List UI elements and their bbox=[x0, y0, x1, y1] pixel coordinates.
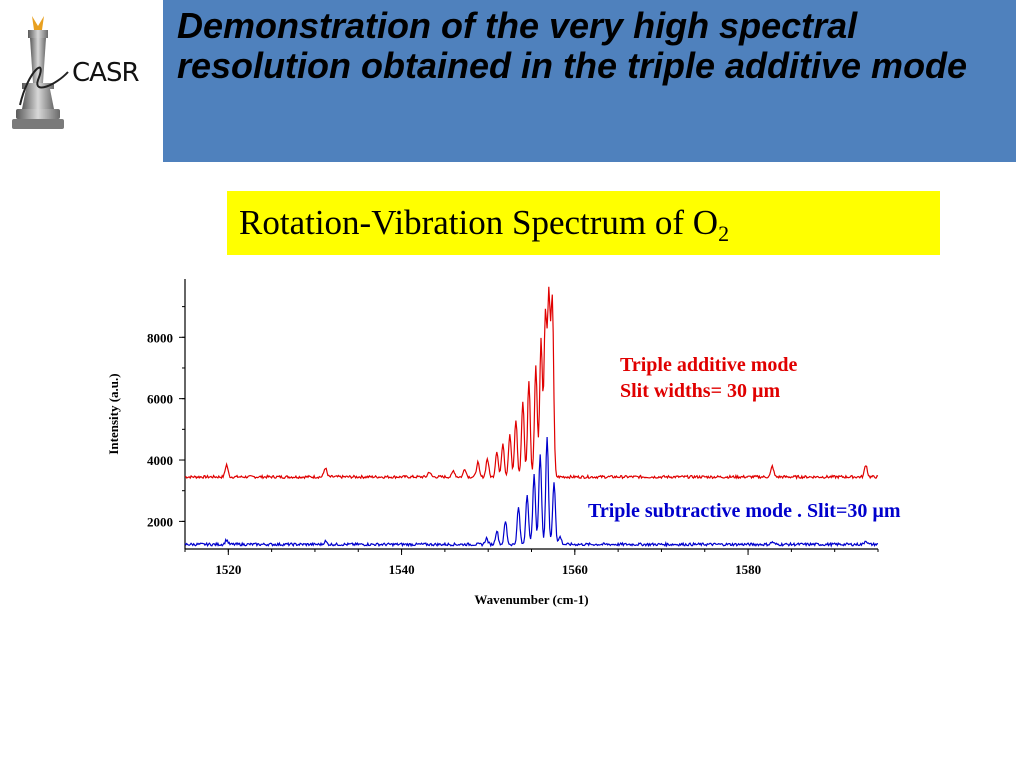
subtitle-subscript: 2 bbox=[718, 221, 730, 246]
additive-annotation-line1: Triple additive mode bbox=[620, 354, 798, 376]
page-title: Demonstration of the very high spectral … bbox=[177, 5, 968, 86]
y-tick-label: 8000 bbox=[147, 330, 173, 345]
subtractive-mode-line bbox=[184, 436, 879, 548]
logo-text: CASR bbox=[72, 58, 140, 88]
x-tick-label: 1560 bbox=[562, 562, 588, 577]
casr-logo: CASR bbox=[8, 10, 158, 135]
x-axis-label: Wavenumber (cm-1) bbox=[474, 592, 588, 607]
title-banner: Demonstration of the very high spectral … bbox=[163, 0, 1016, 162]
x-tick-label: 1580 bbox=[735, 562, 761, 577]
x-tick-label: 1520 bbox=[215, 562, 241, 577]
additive-annotation-line2: Slit widths= 30 µm bbox=[620, 380, 781, 402]
chess-king-logo-icon bbox=[12, 16, 69, 129]
additive-mode-line bbox=[184, 286, 879, 480]
subtitle-box: Rotation-Vibration Spectrum of O2 bbox=[227, 191, 940, 255]
subtitle-main: Rotation-Vibration Spectrum of O bbox=[239, 203, 719, 242]
subtractive-annotation: Triple subtractive mode . Slit=30 µm bbox=[588, 500, 901, 522]
y-tick-label: 4000 bbox=[147, 453, 173, 468]
additive-annotation: Triple additive mode Slit widths= 30 µm bbox=[620, 352, 797, 404]
y-axis-label: Intensity (a.u.) bbox=[106, 373, 121, 454]
x-tick-label: 1540 bbox=[389, 562, 415, 577]
chart-subtitle: Rotation-Vibration Spectrum of O2 bbox=[239, 203, 729, 247]
y-tick-label: 2000 bbox=[147, 514, 173, 529]
y-tick-label: 6000 bbox=[147, 392, 173, 407]
